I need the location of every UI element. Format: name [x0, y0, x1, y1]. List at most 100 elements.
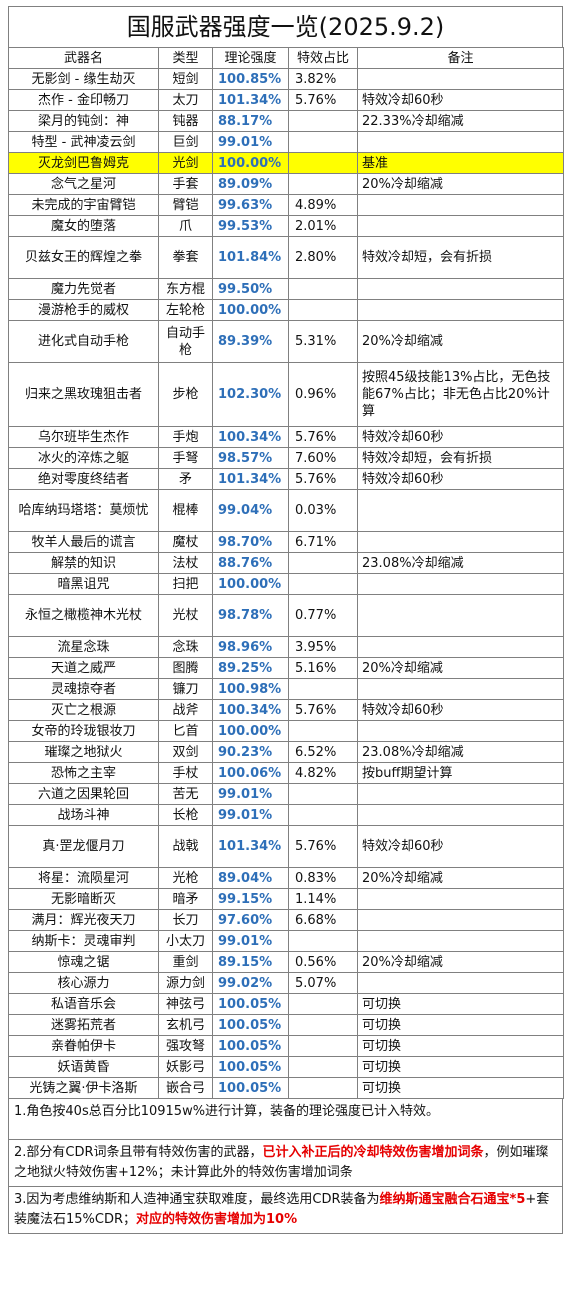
remark-cell — [357, 489, 564, 532]
remark-cell: 特效冷却60秒 — [357, 89, 564, 111]
footnote-3: 3.因为考虑维纳斯和人造神通宝获取难度，最终选用CDR装备为维纳斯通宝融合石通宝… — [9, 1186, 562, 1233]
weapon-name-cell: 绝对零度终结者 — [8, 468, 159, 490]
remark-cell — [357, 804, 564, 826]
effect-ratio-cell: 3.95% — [288, 636, 358, 658]
strength-cell: 97.60% — [212, 909, 289, 931]
weapon-type-cell: 双剑 — [158, 741, 213, 763]
effect-ratio-cell — [288, 993, 358, 1015]
weapon-type-cell: 嵌合弓 — [158, 1077, 213, 1099]
weapon-name-cell: 哈库纳玛塔塔：莫烦忧 — [8, 489, 159, 532]
table-row: 恐怖之主宰 手杖 100.06% 4.82% 按buff期望计算 — [8, 762, 564, 784]
remark-cell: 23.08%冷却缩减 — [357, 552, 564, 574]
weapon-type-cell: 巨剑 — [158, 131, 213, 153]
table-row: 妖语黄昏 妖影弓 100.05% 可切换 — [8, 1056, 564, 1078]
table-row: 乌尔班毕生杰作 手炮 100.34% 5.76% 特效冷却60秒 — [8, 426, 564, 448]
weapon-type-cell: 拳套 — [158, 236, 213, 279]
strength-cell: 98.70% — [212, 531, 289, 553]
weapon-name-cell: 贝兹女王的辉煌之拳 — [8, 236, 159, 279]
weapon-type-cell: 步枪 — [158, 362, 213, 427]
weapon-type-cell: 爪 — [158, 215, 213, 237]
effect-ratio-cell: 5.76% — [288, 699, 358, 721]
effect-ratio-cell: 5.76% — [288, 825, 358, 868]
remark-cell — [357, 636, 564, 658]
remark-cell — [357, 299, 564, 321]
strength-cell: 100.05% — [212, 993, 289, 1015]
strength-cell: 99.53% — [212, 215, 289, 237]
footnote-text: 3.因为考虑维纳斯和人造神通宝获取难度，最终选用CDR装备为 — [14, 1192, 380, 1207]
footnotes: 1.角色按40s总百分比10915w%进行计算，装备的理论强度已计入特效。 2.部… — [8, 1099, 563, 1234]
weapon-type-cell: 战戟 — [158, 825, 213, 868]
remark-cell: 20%冷却缩减 — [357, 657, 564, 679]
remark-cell: 可切换 — [357, 1077, 564, 1099]
weapon-name-cell: 天道之威严 — [8, 657, 159, 679]
effect-ratio-cell: 0.83% — [288, 867, 358, 889]
remark-cell: 可切换 — [357, 993, 564, 1015]
strength-cell: 101.34% — [212, 468, 289, 490]
table-row: 特型 - 武神凌云剑 巨剑 99.01% — [8, 131, 564, 153]
strength-cell: 89.25% — [212, 657, 289, 679]
table-row: 贝兹女王的辉煌之拳 拳套 101.84% 2.80% 特效冷却短，会有折损 — [8, 236, 564, 279]
effect-ratio-cell: 4.89% — [288, 194, 358, 216]
strength-cell: 99.01% — [212, 131, 289, 153]
remark-cell: 可切换 — [357, 1035, 564, 1057]
weapon-name-cell: 亲眷帕伊卡 — [8, 1035, 159, 1057]
weapon-name-cell: 将星：流陨星河 — [8, 867, 159, 889]
effect-ratio-cell — [288, 152, 358, 174]
table-row: 解禁的知识 法杖 88.76% 23.08%冷却缩减 — [8, 552, 564, 574]
remark-cell: 可切换 — [357, 1014, 564, 1036]
weapon-strength-sheet: 国服武器强度一览(2025.9.2) 武器名 类型 理论强度 特效占比 备注 无… — [8, 6, 564, 1234]
remark-cell: 按照45级技能13%占比，无色技能67%占比；非无色占比20%计算 — [357, 362, 564, 427]
effect-ratio-cell — [288, 1014, 358, 1036]
weapon-type-cell: 矛 — [158, 468, 213, 490]
weapon-type-cell: 钝器 — [158, 110, 213, 132]
strength-cell: 100.98% — [212, 678, 289, 700]
weapon-type-cell: 镰刀 — [158, 678, 213, 700]
footnote-highlight-text: 对应的特效伤害增加为10% — [136, 1212, 298, 1227]
weapon-type-cell: 光杖 — [158, 594, 213, 637]
strength-cell: 100.05% — [212, 1056, 289, 1078]
weapon-type-cell: 手杖 — [158, 762, 213, 784]
strength-cell: 98.78% — [212, 594, 289, 637]
page-title: 国服武器强度一览(2025.9.2) — [8, 6, 563, 47]
remark-cell — [357, 68, 564, 90]
strength-cell: 99.02% — [212, 972, 289, 994]
weapon-type-cell: 小太刀 — [158, 930, 213, 952]
weapon-name-cell: 璀璨之地狱火 — [8, 741, 159, 763]
effect-ratio-cell: 5.16% — [288, 657, 358, 679]
weapon-name-cell: 乌尔班毕生杰作 — [8, 426, 159, 448]
strength-cell: 100.00% — [212, 720, 289, 742]
table-row: 满月：辉光夜天刀 长刀 97.60% 6.68% — [8, 909, 564, 931]
strength-cell: 98.96% — [212, 636, 289, 658]
effect-ratio-cell: 0.03% — [288, 489, 358, 532]
effect-ratio-cell — [288, 720, 358, 742]
table-row: 灭龙剑巴鲁姆克 光剑 100.00% 基准 — [8, 152, 564, 174]
remark-cell — [357, 131, 564, 153]
header-theoretical-strength: 理论强度 — [212, 47, 289, 69]
effect-ratio-cell — [288, 678, 358, 700]
weapon-type-cell: 长刀 — [158, 909, 213, 931]
strength-cell: 101.84% — [212, 236, 289, 279]
strength-cell: 100.00% — [212, 299, 289, 321]
effect-ratio-cell: 3.82% — [288, 68, 358, 90]
remark-cell — [357, 678, 564, 700]
weapon-name-cell: 解禁的知识 — [8, 552, 159, 574]
effect-ratio-cell: 6.68% — [288, 909, 358, 931]
strength-cell: 100.05% — [212, 1014, 289, 1036]
weapon-name-cell: 真·罡龙偃月刀 — [8, 825, 159, 868]
effect-ratio-cell — [288, 173, 358, 195]
footnote-highlight-text: 已计入补正后的冷却特效伤害增加词条 — [262, 1145, 484, 1160]
strength-cell: 100.00% — [212, 152, 289, 174]
weapon-type-cell: 苦无 — [158, 783, 213, 805]
remark-cell — [357, 720, 564, 742]
remark-cell: 特效冷却60秒 — [357, 426, 564, 448]
strength-cell: 99.04% — [212, 489, 289, 532]
effect-ratio-cell — [288, 1077, 358, 1099]
table-row: 梁月的钝剑：神 钝器 88.17% 22.33%冷却缩减 — [8, 110, 564, 132]
table-row: 无影暗断灭 暗矛 99.15% 1.14% — [8, 888, 564, 910]
table-row: 璀璨之地狱火 双剑 90.23% 6.52% 23.08%冷却缩减 — [8, 741, 564, 763]
remark-cell — [357, 888, 564, 910]
weapon-name-cell: 未完成的宇宙臂铠 — [8, 194, 159, 216]
remark-cell: 特效冷却短，会有折损 — [357, 447, 564, 469]
strength-cell: 89.39% — [212, 320, 289, 363]
weapon-type-cell: 强攻弩 — [158, 1035, 213, 1057]
